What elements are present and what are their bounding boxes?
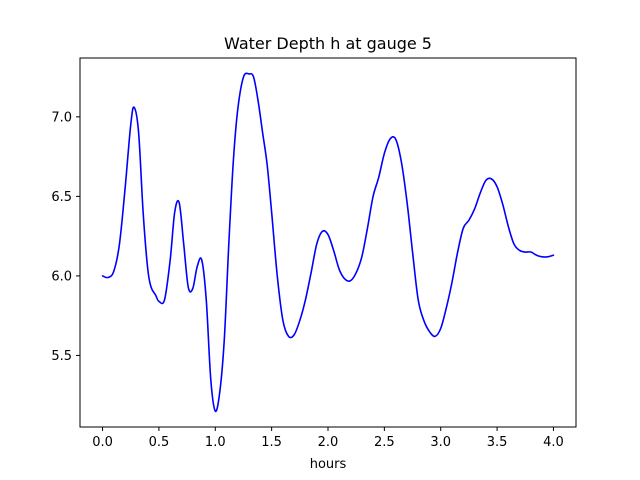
x-tick-label: 0.5: [149, 435, 170, 450]
x-tick-label: 3.0: [430, 435, 451, 450]
x-axis-label: hours: [310, 457, 347, 472]
y-axis: 5.5 6.0 6.5 7.0: [51, 110, 80, 364]
x-tick-label: 2.5: [374, 435, 395, 450]
x-axis: 0.0 0.5 1.0 1.5 2.0 2.5 3.0 3.5 4.0: [92, 427, 564, 450]
x-tick-label: 1.5: [261, 435, 282, 450]
x-tick-label: 2.0: [318, 435, 339, 450]
y-tick-label: 5.5: [51, 349, 72, 364]
x-tick-label: 4.0: [543, 435, 564, 450]
plot-area: [79, 57, 577, 428]
y-tick-label: 6.0: [51, 269, 72, 284]
x-tick-label: 0.0: [92, 435, 113, 450]
y-tick-label: 6.5: [51, 190, 72, 205]
x-tick-label: 3.5: [487, 435, 508, 450]
water-depth-series-line: [101, 72, 555, 413]
chart-title: Water Depth h at gauge 5: [224, 34, 432, 53]
y-tick-label: 7.0: [51, 110, 72, 125]
x-tick-label: 1.0: [205, 435, 226, 450]
